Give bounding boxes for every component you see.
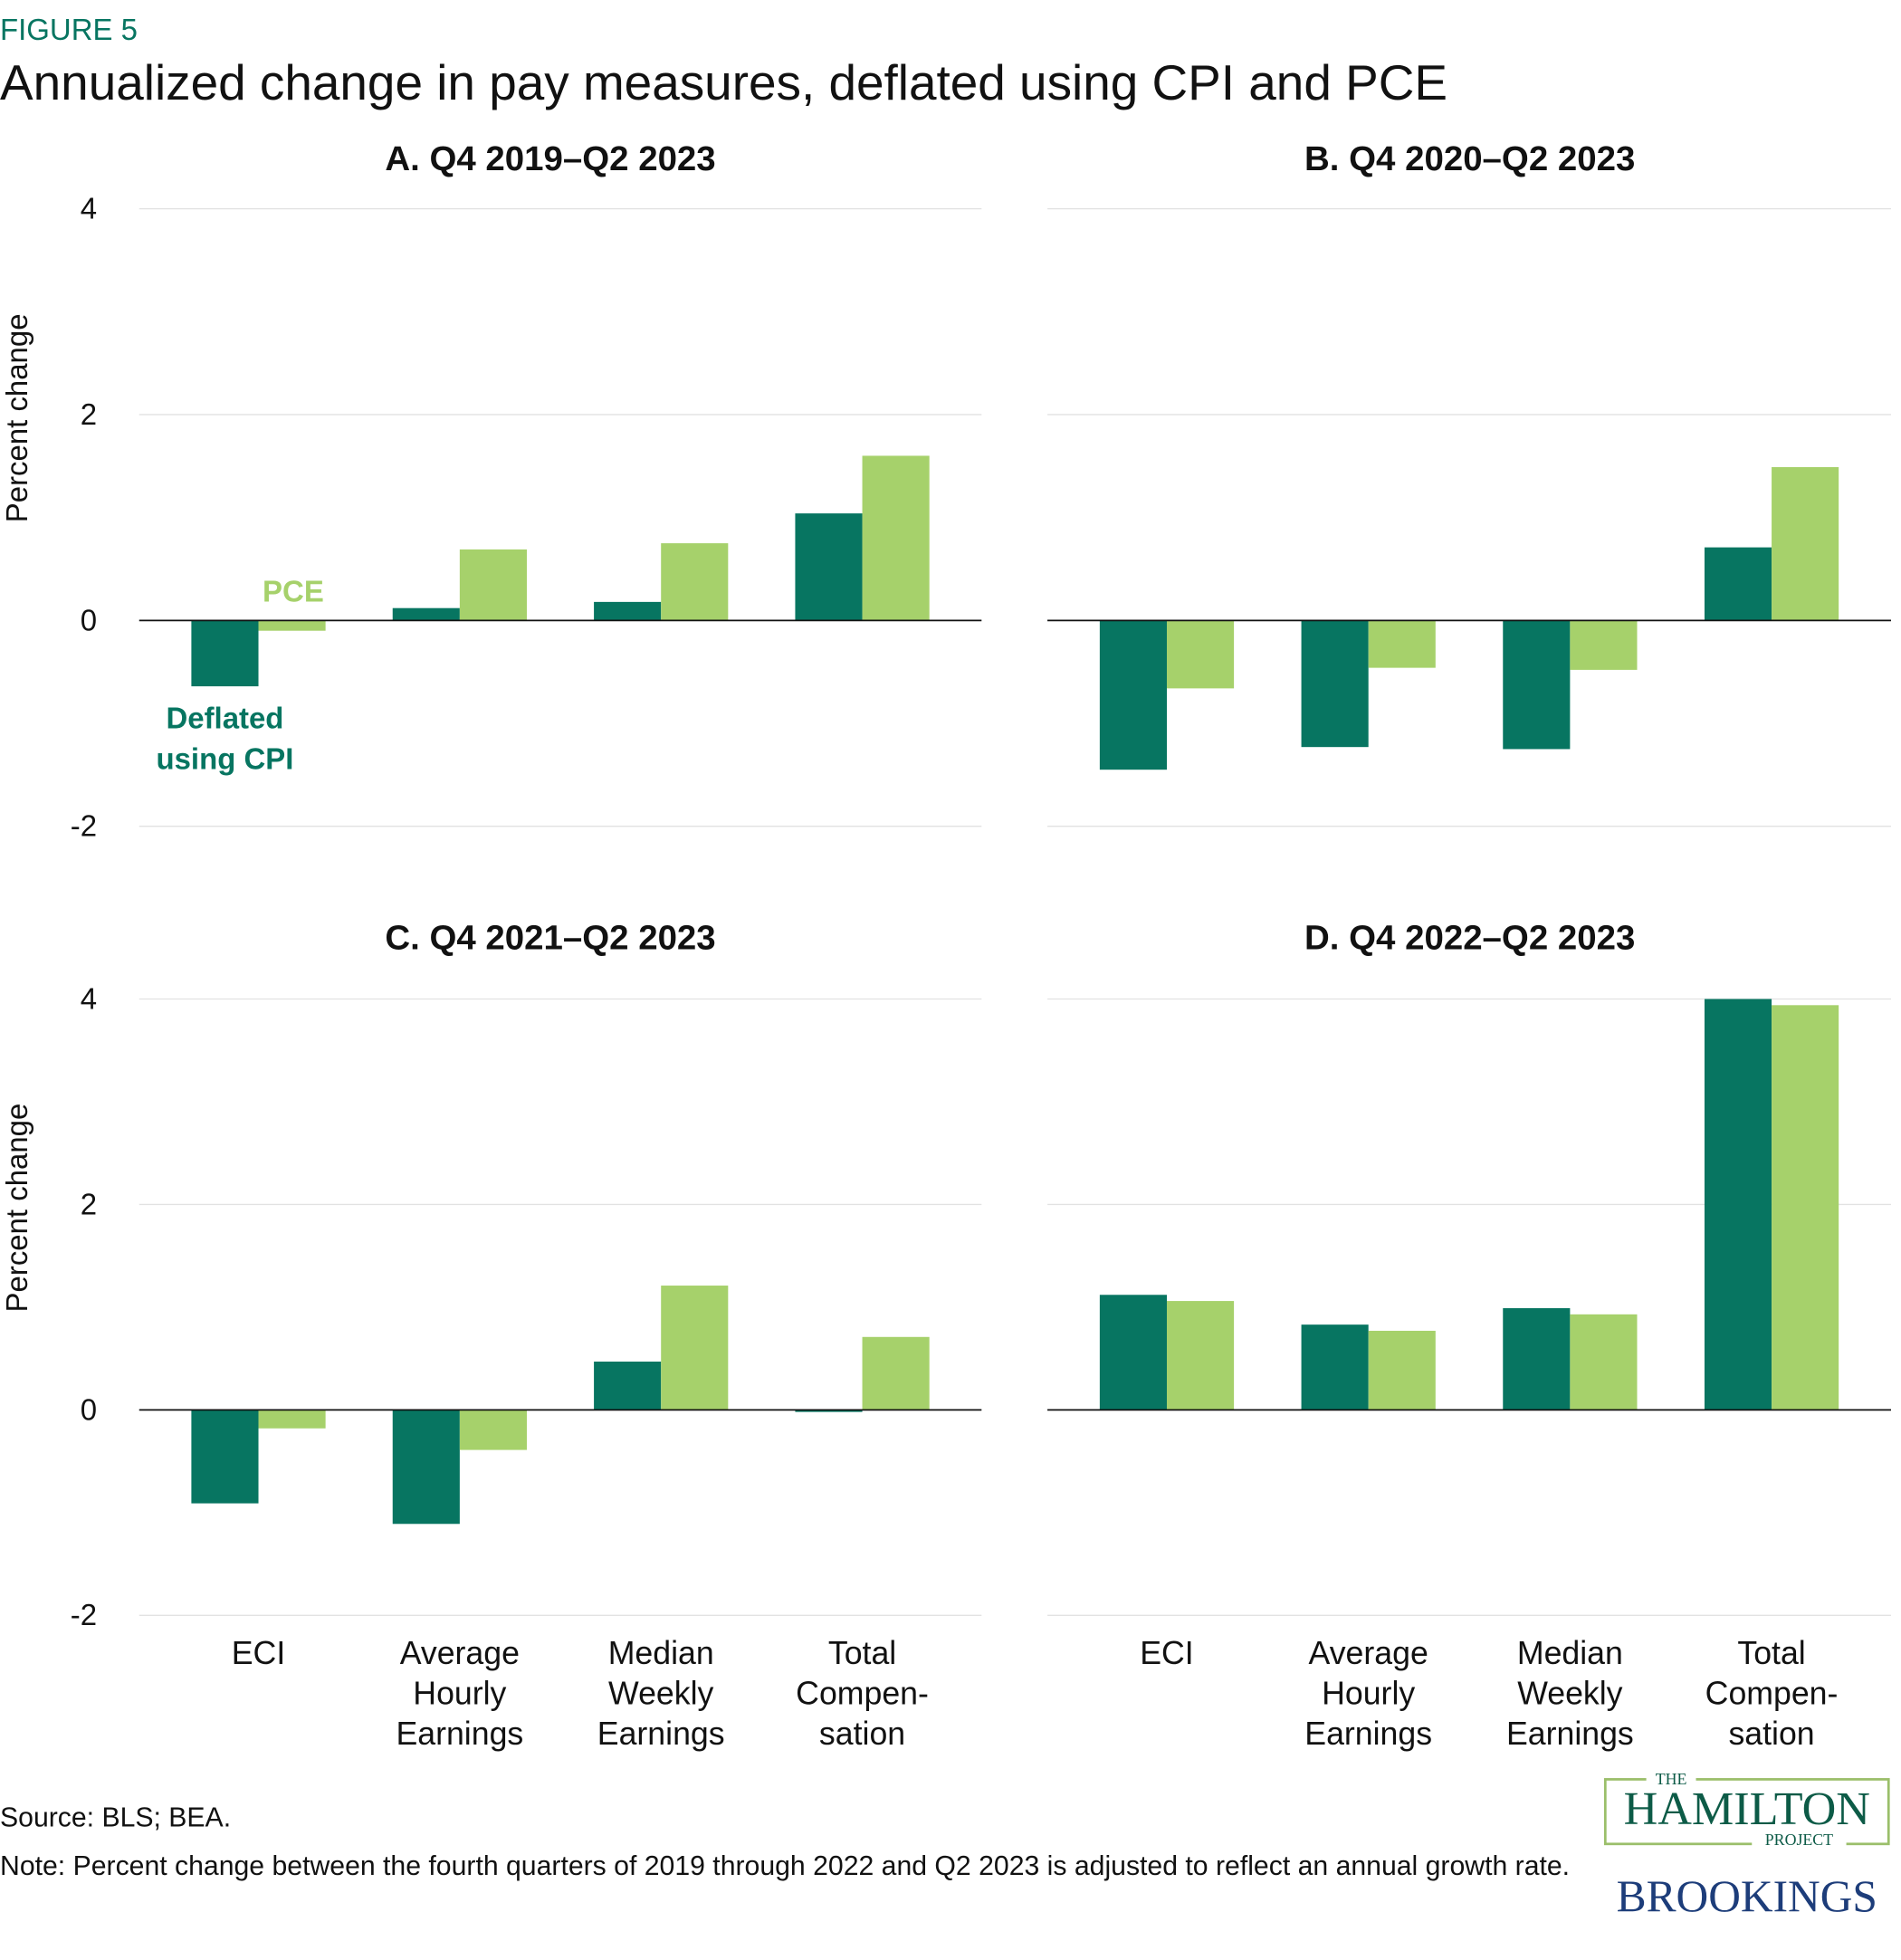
logo-the: THE [1656, 1770, 1687, 1788]
bar [459, 1410, 527, 1450]
y-tick-label: -2 [71, 809, 97, 843]
x-tick-label-line: Compen- [796, 1675, 929, 1711]
bar [1099, 1295, 1167, 1410]
bar [1166, 620, 1235, 689]
x-tick-label: Average Hourly Earnings [396, 1635, 523, 1752]
bar [1704, 547, 1772, 621]
x-tick-label-line: Hourly [1322, 1675, 1415, 1711]
bar [795, 1410, 863, 1412]
bar [1301, 620, 1369, 748]
x-tick-label: ECI [1140, 1635, 1193, 1671]
logo-project: PROJECT [1765, 1831, 1833, 1849]
series-label-box: Deflated using CPI [156, 702, 294, 777]
y-tick-label: 2 [81, 1187, 97, 1220]
logo-brookings: BROOKINGS [1617, 1871, 1877, 1921]
x-tick-label-line: Earnings [1304, 1716, 1432, 1752]
logo-gap [1752, 1831, 1847, 1850]
x-tick-label-line: Hourly [413, 1675, 506, 1711]
y-axis-label: Percent change [0, 313, 33, 522]
y-tick-label: 0 [81, 1392, 97, 1426]
bar [1368, 620, 1436, 668]
bar [392, 607, 460, 621]
x-tick-label: Median Weekly Earnings [1506, 1635, 1634, 1752]
x-tick-label-line: Earnings [1506, 1716, 1634, 1752]
bar [1166, 1301, 1235, 1410]
y-tick-label: -2 [71, 1598, 97, 1631]
bar [1099, 620, 1167, 770]
bar [191, 1410, 259, 1504]
x-tick-label-line: Median [608, 1635, 714, 1671]
x-tick-label-line: Total [828, 1635, 896, 1671]
x-tick-label-line: Compen- [1705, 1675, 1839, 1711]
x-tick-label-line: sation [819, 1716, 905, 1752]
x-tick-label-line: Average [400, 1635, 520, 1671]
x-tick-label: ECI [232, 1635, 285, 1671]
bar [594, 1362, 662, 1410]
bar [1368, 1330, 1436, 1410]
source: Source: BLS; BEA. [0, 1803, 231, 1833]
bar [795, 513, 863, 621]
bar [594, 601, 662, 621]
bar [191, 620, 259, 687]
y-tick-label: 4 [81, 192, 97, 225]
panel-title: D. Q4 2022–Q2 2023 [1304, 919, 1635, 958]
y-tick-label: 2 [81, 397, 97, 431]
panel-title: C. Q4 2021–Q2 2023 [385, 919, 715, 958]
bar [459, 549, 527, 621]
bar [1503, 620, 1571, 750]
x-tick-label-line: Total [1737, 1635, 1805, 1671]
figure-label: FIGURE 5 [0, 13, 138, 46]
bar [661, 1286, 729, 1410]
bar [661, 543, 729, 621]
x-tick-label-line: Weekly [608, 1675, 713, 1711]
series-label: PCE [263, 574, 324, 607]
logo-frame [1603, 1778, 1890, 1846]
bar [1570, 1314, 1638, 1410]
x-tick-label-line: Earnings [396, 1716, 523, 1752]
bar [258, 620, 326, 631]
note-box: Note: Percent change between the fourth … [0, 1850, 1571, 1881]
bar [1772, 466, 1839, 621]
x-tick-label: Median Weekly Earnings [597, 1635, 725, 1752]
note: Note: Percent change between the fourth … [0, 1850, 1571, 1881]
y-tick-label: 4 [81, 981, 97, 1015]
x-tick-label: Total Compen-sation [1705, 1635, 1839, 1752]
bar [258, 1410, 326, 1429]
figure-title: Annualized change in pay measures, defla… [0, 54, 1447, 110]
x-tick-label: Total Compen-sation [796, 1635, 929, 1752]
bar [1704, 999, 1772, 1410]
bar [862, 455, 930, 621]
y-tick-label: 0 [81, 603, 97, 636]
x-tick-label-line: Earnings [597, 1716, 725, 1752]
bar [1570, 620, 1638, 670]
logo-hamilton: HAMILTON [1624, 1783, 1870, 1835]
bar [392, 1410, 460, 1525]
x-tick-label-line: ECI [232, 1635, 285, 1671]
bar [862, 1336, 930, 1410]
logo-gap [1646, 1769, 1696, 1787]
x-tick-label-line: ECI [1140, 1635, 1193, 1671]
panel-title: B. Q4 2020–Q2 2023 [1304, 139, 1635, 178]
bar [1772, 1005, 1839, 1410]
y-axis-label: Percent change [0, 1104, 33, 1313]
bar [1503, 1308, 1571, 1410]
x-tick-label-line: sation [1728, 1716, 1814, 1752]
x-tick-label: Average Hourly Earnings [1304, 1635, 1432, 1752]
x-tick-label-line: Average [1309, 1635, 1428, 1671]
bar [1301, 1324, 1369, 1410]
series-label: Deflated using CPI [156, 702, 294, 777]
x-tick-label-line: Weekly [1517, 1675, 1622, 1711]
panel-title: A. Q4 2019–Q2 2023 [385, 139, 715, 178]
x-tick-label-line: Median [1517, 1635, 1623, 1671]
